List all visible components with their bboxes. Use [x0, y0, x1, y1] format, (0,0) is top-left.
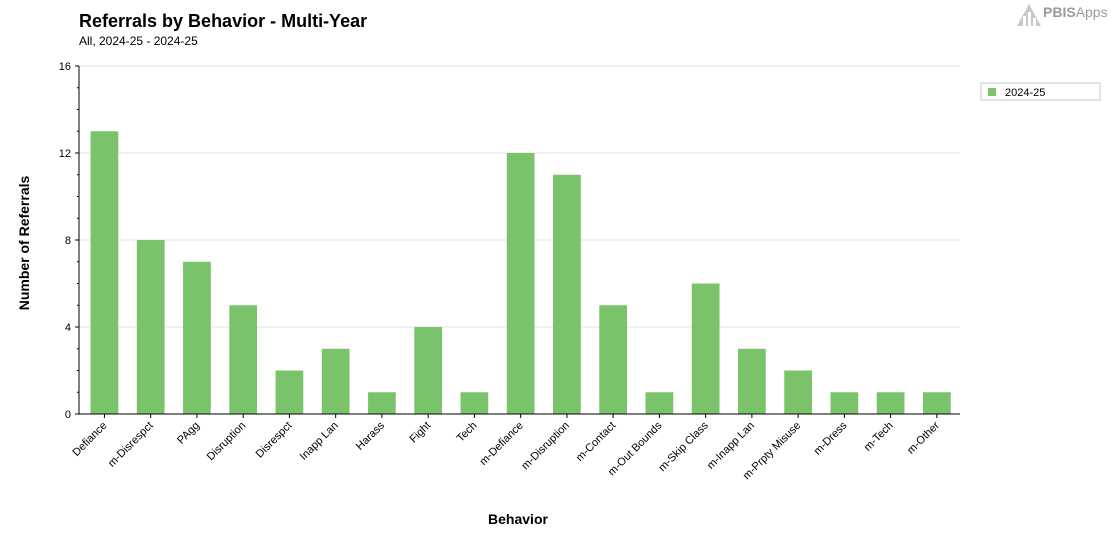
- bar[interactable]: [830, 392, 859, 414]
- pbis-apps-logo-icon: [1017, 4, 1041, 26]
- legend: 2024-25: [980, 82, 1101, 101]
- y-tick-labels: 0 4 8 12 16: [59, 61, 79, 421]
- bar[interactable]: [414, 327, 443, 414]
- x-tick-label: m-Tech: [862, 420, 896, 454]
- brand-name-bold: PBIS: [1043, 4, 1076, 20]
- y-tick-label: 4: [65, 322, 71, 334]
- bar[interactable]: [321, 348, 350, 414]
- bar[interactable]: [784, 370, 813, 415]
- x-tick-label: Harass: [354, 419, 387, 452]
- bar[interactable]: [229, 305, 258, 414]
- bar[interactable]: [738, 348, 766, 414]
- bar[interactable]: [876, 392, 905, 414]
- x-tick-label: m-Disrespct: [106, 420, 156, 470]
- x-tick-label: m-Other: [905, 419, 942, 456]
- bar[interactable]: [923, 392, 951, 414]
- chart-subtitle: All, 2024-25 - 2024-25: [79, 34, 198, 48]
- x-tick-label: Inapp Lan: [298, 420, 341, 463]
- x-tick-label: m-Contact: [574, 420, 618, 464]
- x-tick-label: Defiance: [70, 420, 109, 459]
- y-tick-label: 0: [65, 409, 71, 421]
- y-tick-label: 16: [59, 61, 71, 73]
- x-tick-label: m-Dress: [812, 419, 850, 457]
- bar[interactable]: [645, 392, 674, 414]
- legend-box: [980, 82, 1101, 101]
- x-tick-label: Fight: [407, 420, 433, 446]
- bar[interactable]: [90, 131, 119, 414]
- bar[interactable]: [275, 370, 304, 415]
- bar[interactable]: [691, 283, 720, 415]
- x-tick-label: m-Defiance: [478, 420, 526, 468]
- brand-name: PBISApps: [1043, 4, 1108, 20]
- x-tick-label: m-Disruption: [519, 420, 572, 473]
- legend-label: 2024-25: [1005, 87, 1045, 99]
- chart-title: Referrals by Behavior - Multi-Year: [79, 11, 368, 31]
- bar[interactable]: [599, 305, 628, 414]
- bar[interactable]: [368, 392, 396, 414]
- bar[interactable]: [136, 240, 165, 414]
- x-axis-title: Behavior: [488, 511, 548, 527]
- bar[interactable]: [553, 174, 581, 414]
- bar[interactable]: [460, 392, 489, 414]
- x-tick-label: Disruption: [205, 420, 249, 464]
- y-tick-label: 8: [65, 235, 71, 247]
- bars: [90, 131, 951, 415]
- bar[interactable]: [506, 153, 535, 414]
- y-axis-title: Number of Referrals: [16, 175, 32, 310]
- legend-swatch: [988, 88, 996, 96]
- brand-name-rest: Apps: [1075, 4, 1108, 20]
- x-tick-label: Disrespct: [254, 420, 295, 461]
- x-tick-label: PAgg: [175, 420, 202, 447]
- x-tick-label: Tech: [455, 420, 480, 445]
- bar[interactable]: [183, 261, 211, 414]
- y-tick-label: 12: [59, 148, 71, 160]
- x-tick-label: m-Skip Class: [656, 419, 711, 474]
